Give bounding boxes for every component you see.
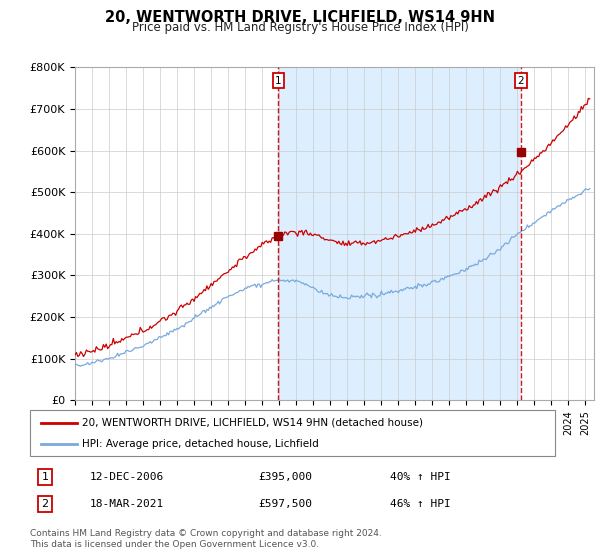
Text: 1: 1 <box>275 76 282 86</box>
Bar <box>278 67 521 400</box>
Text: 46% ↑ HPI: 46% ↑ HPI <box>390 499 451 509</box>
Text: 2: 2 <box>41 499 49 509</box>
Text: 20, WENTWORTH DRIVE, LICHFIELD, WS14 9HN (detached house): 20, WENTWORTH DRIVE, LICHFIELD, WS14 9HN… <box>83 418 424 428</box>
Text: HPI: Average price, detached house, Lichfield: HPI: Average price, detached house, Lich… <box>83 439 319 449</box>
Bar <box>521 67 594 400</box>
Text: Price paid vs. HM Land Registry's House Price Index (HPI): Price paid vs. HM Land Registry's House … <box>131 21 469 34</box>
Text: 2: 2 <box>518 76 524 86</box>
Text: £597,500: £597,500 <box>258 499 312 509</box>
Text: £395,000: £395,000 <box>258 472 312 482</box>
FancyBboxPatch shape <box>30 410 555 456</box>
Text: 12-DEC-2006: 12-DEC-2006 <box>90 472 164 482</box>
Text: 40% ↑ HPI: 40% ↑ HPI <box>390 472 451 482</box>
Text: 20, WENTWORTH DRIVE, LICHFIELD, WS14 9HN: 20, WENTWORTH DRIVE, LICHFIELD, WS14 9HN <box>105 10 495 25</box>
Text: Contains HM Land Registry data © Crown copyright and database right 2024.
This d: Contains HM Land Registry data © Crown c… <box>30 529 382 549</box>
Text: 18-MAR-2021: 18-MAR-2021 <box>90 499 164 509</box>
Text: 1: 1 <box>41 472 49 482</box>
